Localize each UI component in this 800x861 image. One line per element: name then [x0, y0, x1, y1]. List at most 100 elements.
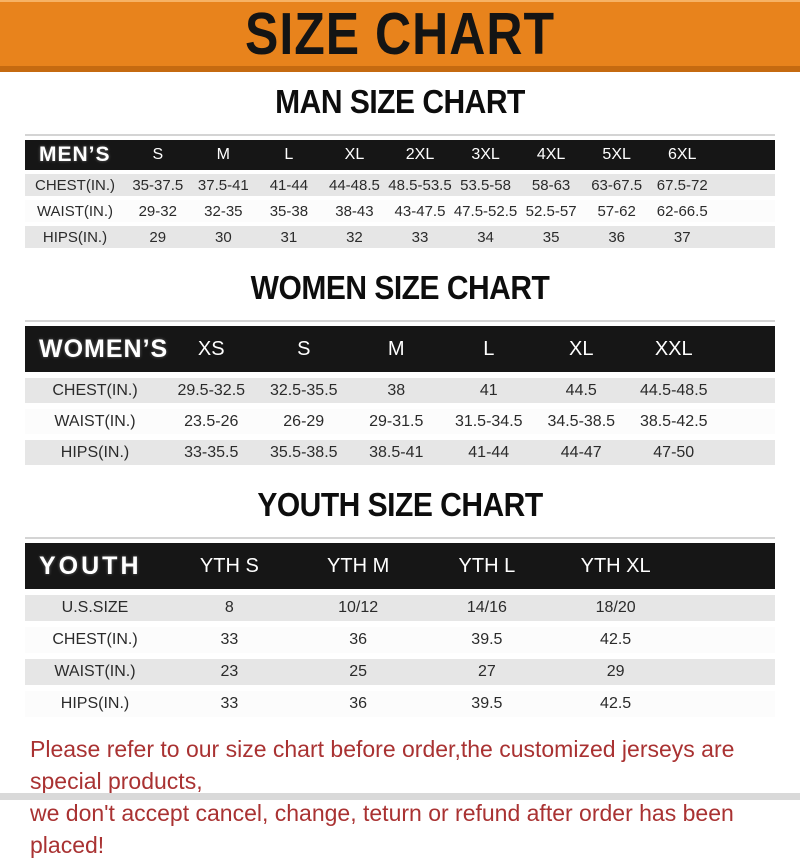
column-header: YTH L — [458, 554, 516, 577]
cell-value: 38-43 — [335, 202, 374, 220]
size-table: MEN’S S M L XL 2XL 3XL 4XL 5XL 6XL CHEST(IN.) 35-37… — [25, 134, 775, 248]
column-header: 5XL — [602, 146, 631, 163]
column-header: L — [483, 337, 495, 360]
row-label: HIPS(IN.) — [42, 228, 108, 246]
size-table: WOMEN’S XS S M L XL XXL CHEST(IN.) 29.5-32.5 32.5… — [25, 320, 775, 465]
cell-value: 38.5-42.5 — [639, 412, 708, 430]
cell-value: 36 — [349, 695, 368, 712]
cell-value: 47-50 — [653, 443, 695, 461]
table-row: WAIST(IN.) 29-32 32-35 35-38 38-43 43-47.5 47.… — [25, 200, 775, 222]
column-header: YTH M — [327, 554, 390, 577]
column-header: XS — [197, 337, 225, 360]
cell-value: 29-31.5 — [369, 412, 424, 430]
size-tables: MAN SIZE CHART MEN’S S M L XL 2XL 3XL 4XL 5XL 6XL C… — [0, 84, 800, 717]
row-label: CHEST(IN.) — [52, 631, 138, 648]
table-header-row: MEN’S S M L XL 2XL 3XL 4XL 5XL 6XL — [25, 140, 775, 170]
cell-value: 52.5-57 — [525, 202, 577, 220]
cell-value: 31 — [280, 228, 298, 246]
column-header: 2XL — [405, 146, 435, 163]
cell-value: 26-29 — [283, 412, 325, 430]
column-header: 4XL — [536, 146, 566, 163]
column-header: L — [284, 146, 294, 163]
section-0: MAN SIZE CHART MEN’S S M L XL 2XL 3XL 4XL 5XL 6XL C… — [0, 84, 800, 248]
column-header: 3XL — [471, 146, 500, 163]
column-header: YTH S — [199, 554, 259, 577]
note-line-1: Please refer to our size chart before or… — [30, 736, 735, 794]
cell-value: 34 — [477, 228, 494, 246]
cell-value: 33 — [220, 631, 239, 648]
row-label: WAIST(IN.) — [36, 202, 114, 220]
bottom-strip — [0, 793, 800, 800]
section-heading: YOUTH SIZE CHART — [257, 487, 543, 524]
cell-value: 25 — [349, 663, 368, 680]
table-row: HIPS(IN.) 33 36 39.5 42.5 — [25, 691, 775, 717]
table-row: CHEST(IN.) 35-37.5 37.5-41 41-44 44-48.5 48.5… — [25, 174, 775, 196]
note-line-2: we don't accept cancel, change, teturn o… — [30, 800, 734, 858]
section-2: YOUTH SIZE CHART YOUTH YTH S YTH M YTH L YTH … — [0, 487, 800, 717]
cell-value: 30 — [214, 228, 232, 246]
cell-value: 35.5-38.5 — [269, 443, 338, 461]
cell-value: 36 — [608, 228, 625, 246]
table-row: CHEST(IN.) 33 36 39.5 42.5 — [25, 627, 775, 653]
cell-value: 43-47.5 — [394, 202, 446, 220]
column-header: XL — [344, 146, 365, 163]
cell-value: 14/16 — [466, 599, 507, 616]
cell-value: 44-47 — [560, 443, 602, 461]
cell-value: 38 — [387, 381, 406, 399]
column-header: S — [297, 337, 311, 360]
cell-value: 63-67.5 — [591, 176, 643, 194]
cell-value: 44.5-48.5 — [639, 381, 708, 399]
cell-value: 18/20 — [595, 599, 636, 616]
cell-value: 29.5-32.5 — [177, 381, 246, 399]
cell-value: 23 — [220, 663, 239, 680]
cell-value: 33 — [411, 228, 429, 246]
column-header: M — [387, 337, 405, 360]
column-header: YTH XL — [580, 554, 651, 577]
table-row: HIPS(IN.) 29 30 31 32 33 34 35 36 37 — [25, 226, 775, 248]
table-corner-label: WOMEN’S — [39, 334, 169, 363]
cell-value: 48.5-53.5 — [388, 176, 452, 194]
cell-value: 23.5-26 — [184, 412, 239, 430]
cell-value: 29 — [606, 663, 625, 680]
row-label: HIPS(IN.) — [60, 695, 130, 712]
table-row: CHEST(IN.) 29.5-32.5 32.5-35.5 38 41 44.5 44.5… — [25, 378, 775, 403]
cell-value: 32.5-35.5 — [269, 381, 338, 399]
cell-value: 38.5-41 — [369, 443, 424, 461]
cell-value: 44.5 — [565, 381, 597, 399]
cell-value: 8 — [224, 599, 234, 616]
cell-value: 42.5 — [600, 631, 632, 648]
table-row: HIPS(IN.) 33-35.5 35.5-38.5 38.5-41 41-44 44-… — [25, 440, 775, 465]
section-heading: MAN SIZE CHART — [275, 84, 525, 121]
table-header-row: YOUTH YTH S YTH M YTH L YTH XL — [25, 543, 775, 589]
row-label: CHEST(IN.) — [52, 381, 138, 399]
table-corner-label: MEN’S — [39, 143, 111, 166]
row-label: U.S.SIZE — [61, 599, 129, 616]
cell-value: 32-35 — [204, 202, 243, 220]
cell-value: 58-63 — [531, 176, 571, 194]
cell-value: 42.5 — [600, 695, 632, 712]
cell-value: 44-48.5 — [329, 176, 380, 194]
size-table: YOUTH YTH S YTH M YTH L YTH XL U.S.SIZE 8 10/12… — [25, 537, 775, 717]
cell-value: 27 — [477, 663, 496, 680]
row-label: HIPS(IN.) — [60, 443, 130, 461]
cell-value: 35-37.5 — [132, 176, 184, 194]
banner-title: SIZE CHART — [245, 0, 555, 68]
cell-value: 39.5 — [471, 695, 503, 712]
section-heading: WOMEN SIZE CHART — [250, 270, 550, 307]
cell-value: 31.5-34.5 — [454, 412, 523, 430]
cell-value: 32 — [346, 228, 363, 246]
cell-value: 41-44 — [468, 443, 510, 461]
cell-value: 57-62 — [597, 202, 636, 220]
cell-value: 53.5-58 — [460, 176, 511, 194]
cell-value: 34.5-38.5 — [547, 412, 616, 430]
table-row: U.S.SIZE 8 10/12 14/16 18/20 — [25, 595, 775, 621]
table-row: WAIST(IN.) 23.5-26 26-29 29-31.5 31.5-34.5 34… — [25, 409, 775, 434]
cell-value: 35 — [542, 228, 560, 246]
banner: SIZE CHART — [0, 0, 800, 72]
table-header-row: WOMEN’S XS S M L XL XXL — [25, 326, 775, 372]
cell-value: 37 — [673, 228, 691, 246]
row-label: WAIST(IN.) — [54, 412, 136, 430]
column-header: XXL — [654, 337, 693, 360]
cell-value: 67.5-72 — [656, 176, 708, 194]
